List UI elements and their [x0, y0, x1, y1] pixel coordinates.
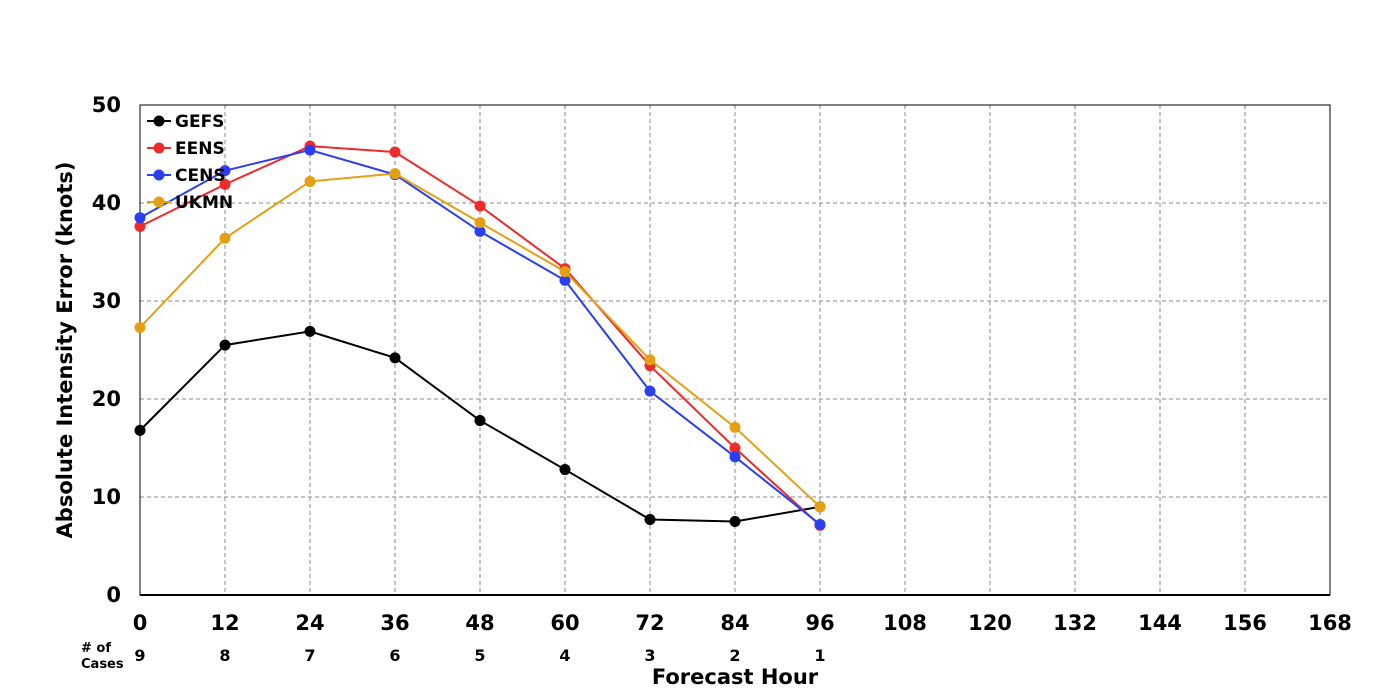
x-tick-label: 60 [550, 611, 579, 635]
data-point [134, 212, 146, 224]
legend-item-gefs: GEFS [147, 112, 224, 132]
data-point [219, 339, 231, 351]
series-layer [134, 140, 826, 531]
legend-marker [153, 196, 165, 208]
data-point [474, 225, 486, 237]
y-tick-label: 40 [92, 191, 121, 215]
series-cens [134, 144, 826, 530]
legend-label: EENS [175, 139, 225, 159]
legend-item-cens: CENS [147, 166, 226, 186]
data-point [559, 464, 571, 476]
y-tick-label: 10 [92, 485, 121, 509]
x-tick-label: 36 [380, 611, 409, 635]
x-tick-label: 108 [883, 611, 927, 635]
data-point [644, 514, 656, 526]
data-point [389, 146, 401, 158]
data-point [304, 325, 316, 337]
data-point [134, 321, 146, 333]
x-tick-label: 144 [1138, 611, 1182, 635]
data-point [219, 178, 231, 190]
y-axis-title: Absolute Intensity Error (knots) [53, 162, 77, 539]
legend-item-ukmn: UKMN [147, 193, 233, 213]
data-point [644, 354, 656, 366]
legend-marker [153, 142, 165, 154]
data-point [729, 442, 741, 454]
data-point [729, 516, 741, 527]
y-tick-label: 20 [92, 387, 121, 411]
legend-label: CENS [175, 166, 226, 186]
data-point [729, 451, 741, 463]
data-point [729, 421, 741, 433]
x-tick-label: 156 [1223, 611, 1267, 635]
data-point [474, 200, 486, 212]
y-tick-label: 0 [106, 583, 121, 607]
cases-label-line1: # of [81, 641, 111, 656]
data-point [644, 385, 656, 397]
x-tick-label: 84 [720, 611, 749, 635]
x-tick-label: 96 [805, 611, 834, 635]
data-point [134, 221, 146, 233]
case-count: 8 [219, 646, 230, 665]
x-tick-label: 72 [635, 611, 664, 635]
x-axis-ticks: 0 12 24 36 48 60 72 84 96 108 120 132 144 156 168 [133, 611, 1352, 635]
series-ukmn [134, 168, 826, 513]
case-count: 6 [389, 646, 400, 665]
legend-item-eens: EENS [147, 139, 225, 159]
data-point [389, 168, 401, 180]
data-point [474, 415, 486, 427]
cases-label-line2: Cases [81, 657, 124, 672]
x-tick-label: 24 [295, 611, 324, 635]
legend-label: GEFS [175, 112, 224, 132]
data-point [219, 165, 231, 177]
data-point [134, 424, 146, 436]
legend-marker [153, 169, 165, 181]
data-point [304, 175, 316, 187]
x-tick-label: 168 [1308, 611, 1352, 635]
y-tick-label: 50 [92, 93, 121, 117]
case-count: 2 [729, 646, 740, 665]
y-tick-label: 30 [92, 289, 121, 313]
y-axis-ticks: 0 10 20 30 40 50 [92, 93, 121, 607]
legend-marker [153, 115, 165, 127]
x-tick-label: 120 [968, 611, 1012, 635]
case-count: 9 [134, 646, 145, 665]
legend-label: UKMN [175, 193, 233, 213]
data-point [474, 217, 486, 229]
legend: GEFS EENS CENS UKMN [147, 112, 233, 213]
data-point [814, 501, 826, 513]
x-tick-label: 48 [465, 611, 494, 635]
grid [140, 105, 1330, 595]
x-tick-label: 12 [210, 611, 239, 635]
cases-row: 9 8 7 6 5 4 3 2 1 [134, 646, 825, 665]
data-point [559, 274, 571, 286]
data-point [304, 144, 316, 156]
data-point [814, 518, 826, 530]
data-point [559, 266, 571, 278]
x-tick-label: 132 [1053, 611, 1097, 635]
case-count: 7 [304, 646, 315, 665]
data-point [389, 352, 401, 364]
data-point [219, 232, 231, 244]
case-count: 3 [644, 646, 655, 665]
case-count: 4 [559, 646, 570, 665]
case-count: 5 [474, 646, 485, 665]
x-tick-label: 0 [133, 611, 148, 635]
x-axis-title: Forecast Hour [652, 665, 819, 689]
case-count: 1 [814, 646, 825, 665]
